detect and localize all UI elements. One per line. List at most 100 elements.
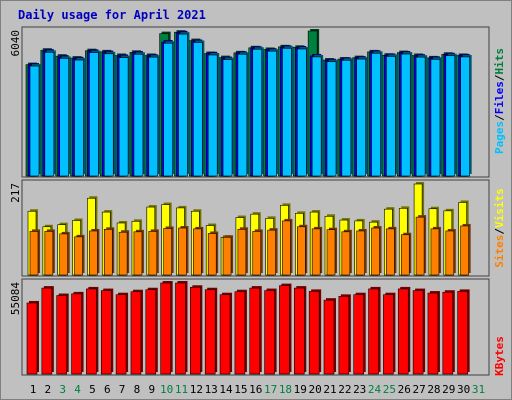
x-tick-label-day-24: 24 xyxy=(368,383,382,396)
bar-kbytes-day-2 xyxy=(41,287,53,375)
side-label-part: Sites xyxy=(493,235,506,268)
bar-pages-day-18 xyxy=(282,47,292,177)
bar-sites-day-24 xyxy=(371,227,380,276)
bar-pages-day-16 xyxy=(252,48,263,177)
bar-pages-day-10 xyxy=(163,42,173,177)
bar-pages-day-23 xyxy=(356,58,367,177)
bar-pages-day-11 xyxy=(178,33,188,177)
bar-kbytes-day-30 xyxy=(457,291,468,375)
x-tick-label-day-29: 29 xyxy=(442,383,455,396)
bar-kbytes-day-13 xyxy=(204,289,216,375)
bar-layer xyxy=(25,29,472,375)
bar-kbytes-day-7 xyxy=(115,294,127,375)
bar-kbytes-day-28 xyxy=(427,292,439,375)
side-label-part: Pages xyxy=(493,121,506,154)
side-label-part: / xyxy=(493,228,506,235)
bar-pages-day-5 xyxy=(89,52,99,177)
x-tick-label-day-8: 8 xyxy=(134,383,141,396)
y-max-label-kbytes: 55084 xyxy=(9,282,22,315)
bar-pages-day-30 xyxy=(460,56,470,177)
bar-kbytes-day-14 xyxy=(219,294,231,375)
bar-kbytes-day-9 xyxy=(145,289,157,375)
bar-sites-day-30 xyxy=(460,225,469,276)
bar-sites-day-14 xyxy=(222,236,232,276)
bar-sites-day-9 xyxy=(148,231,158,276)
bar-kbytes-day-24 xyxy=(368,288,379,375)
bar-pages-day-3 xyxy=(59,58,70,177)
bar-sites-day-18 xyxy=(282,220,291,276)
x-tick-label-day-25: 25 xyxy=(383,383,396,396)
bar-pages-day-15 xyxy=(237,53,248,177)
x-tick-label-day-22: 22 xyxy=(338,383,351,396)
bar-sites-day-7 xyxy=(118,231,128,276)
bar-sites-day-23 xyxy=(356,230,366,276)
bar-kbytes-day-15 xyxy=(234,291,246,375)
bar-sites-day-2 xyxy=(44,231,54,276)
bar-pages-day-27 xyxy=(415,56,426,177)
x-tick-label-day-28: 28 xyxy=(427,383,440,396)
x-tick-label-day-3: 3 xyxy=(59,383,66,396)
x-tick-label-day-11: 11 xyxy=(175,383,188,396)
bar-kbytes-day-17 xyxy=(264,290,275,375)
bar-kbytes-day-1 xyxy=(26,302,38,375)
bar-sites-day-25 xyxy=(386,228,395,276)
bar-sites-day-5 xyxy=(89,230,98,276)
bar-kbytes-day-5 xyxy=(86,288,97,375)
x-tick-label-day-12: 12 xyxy=(190,383,203,396)
bar-kbytes-day-6 xyxy=(100,290,112,375)
bar-sites-day-16 xyxy=(252,231,262,276)
x-tick-label-day-14: 14 xyxy=(219,383,233,396)
bar-kbytes-day-18 xyxy=(279,285,290,375)
x-tick-label-day-16: 16 xyxy=(249,383,262,396)
x-tick-label-day-30: 30 xyxy=(457,383,470,396)
bar-kbytes-day-27 xyxy=(412,290,424,375)
bar-kbytes-day-12 xyxy=(190,286,201,375)
bar-kbytes-day-29 xyxy=(442,291,454,375)
x-tick-label-day-17: 17 xyxy=(264,383,277,396)
bar-kbytes-day-8 xyxy=(130,291,142,375)
side-label-part: Files xyxy=(493,81,506,114)
bar-pages-day-25 xyxy=(386,56,396,177)
x-tick-label-day-1: 1 xyxy=(30,383,37,396)
x-tick-label-day-15: 15 xyxy=(234,383,247,396)
bar-kbytes-day-19 xyxy=(293,287,305,375)
bar-kbytes-day-23 xyxy=(353,294,365,375)
x-tick-label-day-23: 23 xyxy=(353,383,366,396)
y-max-label-visits: 217 xyxy=(9,183,22,203)
bar-sites-day-6 xyxy=(103,228,113,276)
bar-kbytes-day-3 xyxy=(56,295,68,375)
bar-pages-day-29 xyxy=(445,55,456,177)
bar-sites-day-22 xyxy=(341,231,351,276)
bar-sites-day-26 xyxy=(400,234,410,276)
x-tick-label-day-9: 9 xyxy=(148,383,155,396)
bar-sites-day-12 xyxy=(193,228,202,276)
bar-sites-day-15 xyxy=(237,228,247,276)
side-label-kbytes: KBytes xyxy=(493,336,506,376)
x-tick-label-day-21: 21 xyxy=(323,383,336,396)
bar-pages-day-24 xyxy=(371,53,381,177)
bar-kbytes-day-4 xyxy=(71,293,82,375)
bar-pages-day-8 xyxy=(133,53,144,177)
bar-kbytes-day-26 xyxy=(397,288,409,375)
x-tick-label-day-19: 19 xyxy=(294,383,307,396)
x-tick-label-day-2: 2 xyxy=(45,383,52,396)
bar-pages-day-26 xyxy=(400,53,411,177)
x-tick-label-day-26: 26 xyxy=(398,383,411,396)
side-label-part: / xyxy=(493,74,506,81)
x-tick-label-day-7: 7 xyxy=(119,383,126,396)
x-tick-label-day-18: 18 xyxy=(279,383,292,396)
bar-pages-day-12 xyxy=(193,42,203,177)
bar-pages-day-17 xyxy=(267,50,277,177)
bar-pages-day-9 xyxy=(148,56,159,177)
bar-sites-day-19 xyxy=(296,226,306,276)
bar-pages-day-28 xyxy=(430,59,441,177)
side-label-part: Hits xyxy=(493,48,506,75)
x-tick-label-day-4: 4 xyxy=(74,383,81,396)
bar-pages-day-1 xyxy=(29,65,40,177)
bar-pages-day-22 xyxy=(341,59,352,177)
bar-pages-day-7 xyxy=(118,57,129,177)
bar-sites-day-21 xyxy=(326,229,336,276)
